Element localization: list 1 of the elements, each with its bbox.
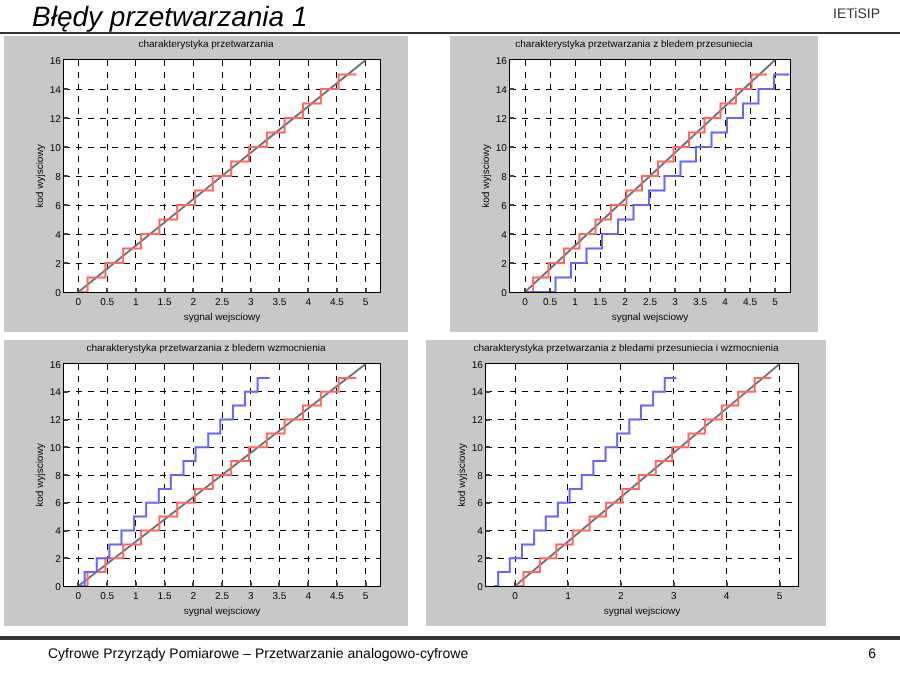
text: Błędy przetwarzania 1	[32, 0, 308, 32]
